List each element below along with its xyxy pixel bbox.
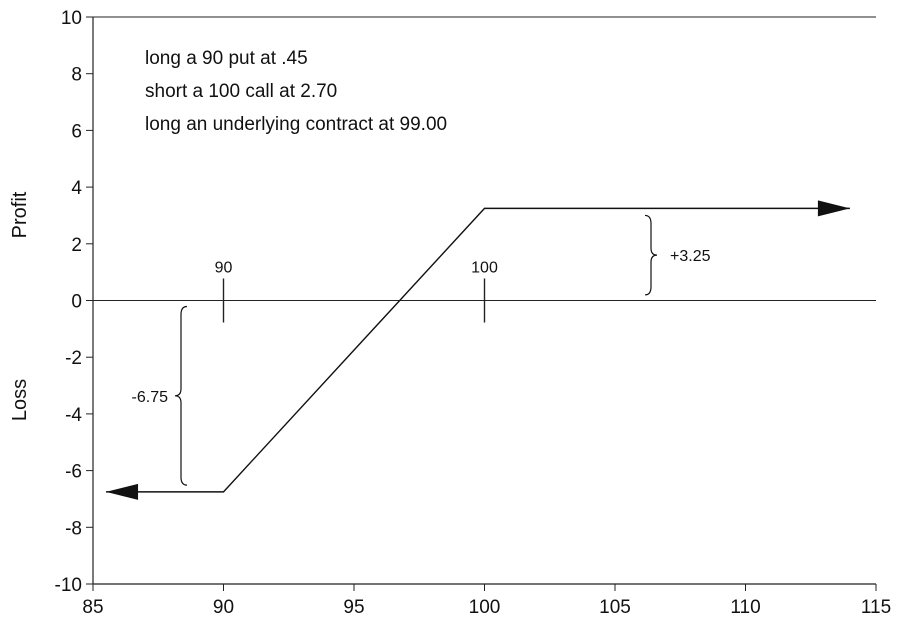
x-tick-label: 115 <box>861 597 891 618</box>
y-tick-label: -2 <box>65 348 82 369</box>
y-tick-label: 10 <box>61 8 82 29</box>
x-axis-ticks: 85 90 95 100 105 110 115 <box>82 584 891 618</box>
y-tick-label: 0 <box>71 292 82 313</box>
y-axis-title-profit: Profit <box>9 191 31 238</box>
y-tick-label: -6 <box>65 462 82 483</box>
y-axis-ticks: 10 8 6 4 2 0 -2 -4 -6 -8 -10 <box>55 8 93 596</box>
note-line-1: long a 90 put at .45 <box>145 48 308 69</box>
y-tick-label: 8 <box>71 65 82 86</box>
strike-label: 90 <box>215 260 233 277</box>
note-line-2: short a 100 call at 2.70 <box>145 81 337 102</box>
payoff-series <box>106 200 850 500</box>
payoff-line <box>106 207 850 493</box>
x-tick-label: 95 <box>343 597 364 618</box>
strike-markers: 90 100 <box>215 260 498 323</box>
y-tick-label: -8 <box>65 518 82 539</box>
x-tick-label: 100 <box>469 597 501 618</box>
y-axis-title-loss: Loss <box>9 379 31 421</box>
brace <box>174 305 188 486</box>
y-tick-label: -10 <box>55 575 82 596</box>
y-tick-label: 2 <box>71 235 82 256</box>
x-tick-label: 90 <box>213 597 234 618</box>
y-tick-label: 4 <box>71 178 82 199</box>
note-line-3: long an underlying contract at 99.00 <box>145 114 447 135</box>
strike-label: 100 <box>471 260 498 277</box>
left-arrowhead <box>106 483 139 500</box>
right-arrowhead <box>817 200 850 217</box>
y-tick-label: 6 <box>71 121 82 142</box>
x-tick-label: 110 <box>730 597 760 618</box>
brace-annotations: -6.75 +3.25 <box>132 214 711 486</box>
brace-label-loss: -6.75 <box>132 389 169 406</box>
x-tick-label: 105 <box>599 597 631 618</box>
x-tick-label: 85 <box>82 597 103 618</box>
brace-label-profit: +3.25 <box>670 248 711 265</box>
brace <box>644 214 658 296</box>
y-tick-label: -4 <box>65 405 82 426</box>
